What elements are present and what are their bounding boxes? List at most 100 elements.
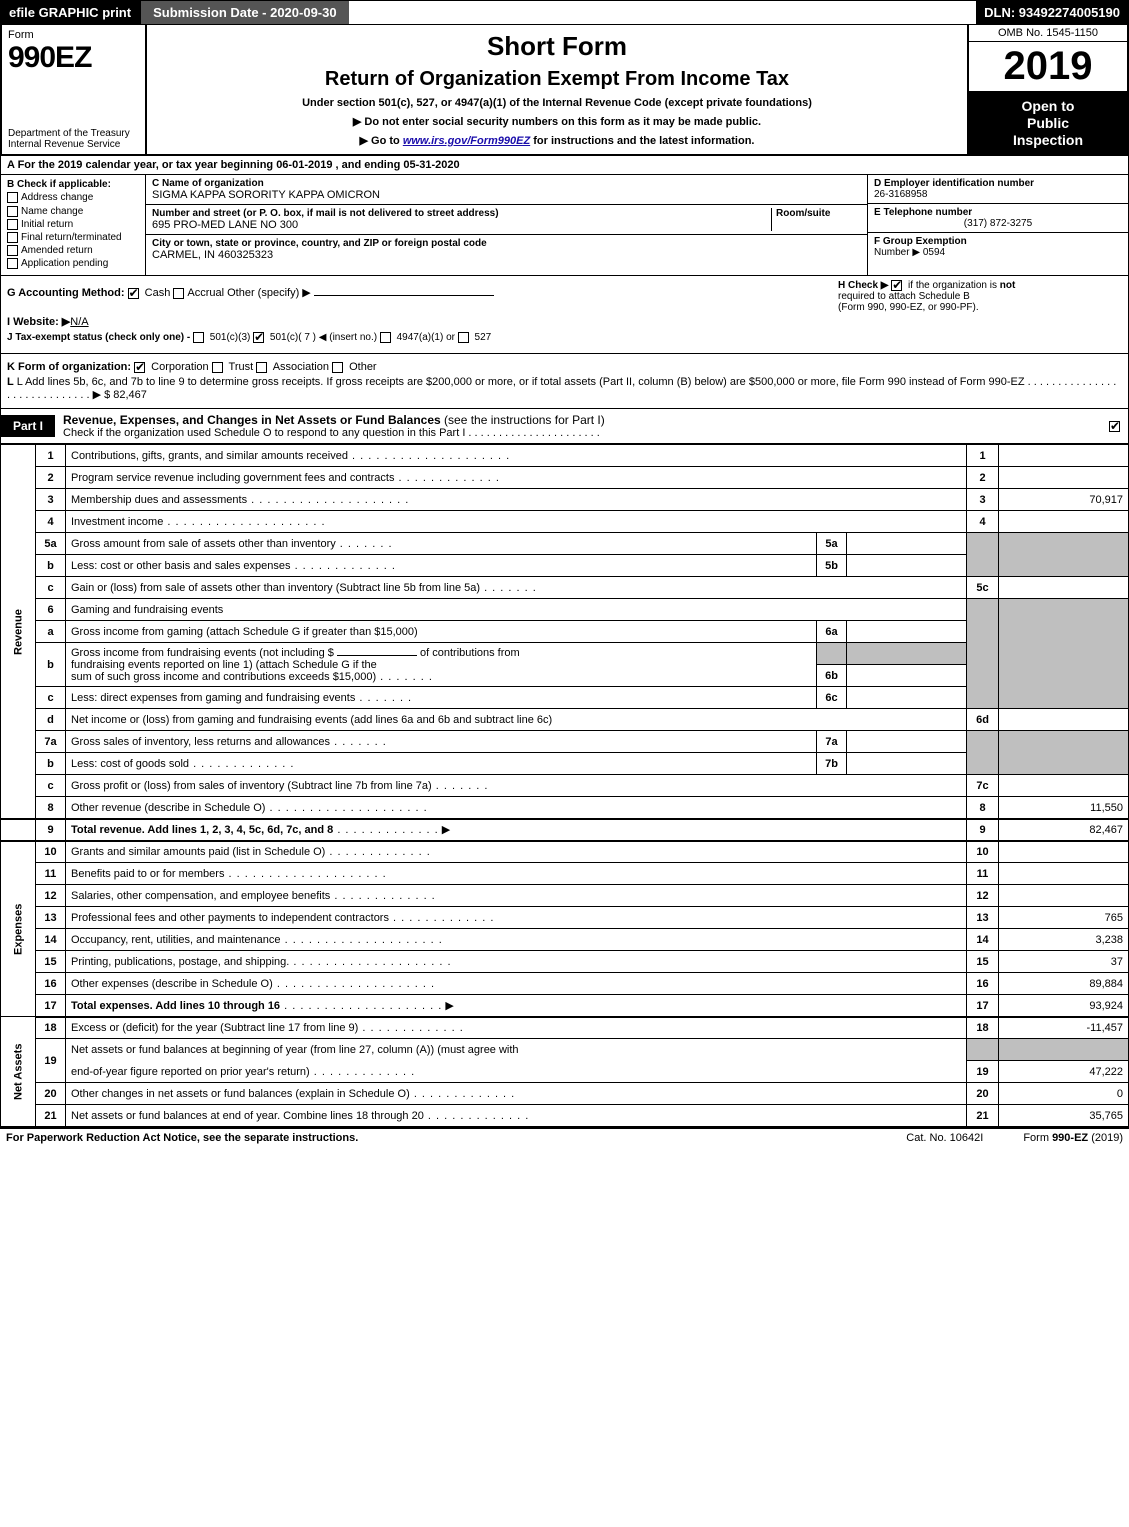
l10-box: 10	[967, 841, 999, 863]
j-501c3-chk[interactable]	[193, 332, 204, 343]
efile-prefix: efile	[9, 5, 39, 20]
l12-num: 12	[36, 885, 66, 907]
l13-box: 13	[967, 907, 999, 929]
h-not: not	[1000, 280, 1016, 291]
l6b-blank[interactable]	[337, 655, 417, 656]
j-4947-chk[interactable]	[380, 332, 391, 343]
h-text: if the organization is	[905, 280, 1000, 291]
l19-desc2: end-of-year figure reported on prior yea…	[66, 1061, 967, 1083]
row-19b: end-of-year figure reported on prior yea…	[1, 1061, 1129, 1083]
l15-box: 15	[967, 951, 999, 973]
l19-desc1: Net assets or fund balances at beginning…	[66, 1039, 967, 1061]
l15-num: 15	[36, 951, 66, 973]
ein-block: D Employer identification number 26-3168…	[868, 175, 1128, 204]
h-checkbox[interactable]	[891, 280, 902, 291]
l10-desc: Grants and similar amounts paid (list in…	[66, 841, 967, 863]
row-6a: a Gross income from gaming (attach Sched…	[1, 621, 1129, 643]
part1-tab: Part I	[1, 415, 55, 437]
l5ab-val-shade	[999, 533, 1129, 577]
footer-right-suffix: (2019)	[1088, 1132, 1123, 1144]
chk-address[interactable]: Address change	[7, 192, 139, 203]
l6b-subval-shade	[847, 643, 967, 665]
l9-num: 9	[36, 819, 66, 841]
g-label: G Accounting Method:	[7, 287, 128, 299]
l6-num: 6	[36, 599, 66, 621]
header-center: Short Form Return of Organization Exempt…	[147, 25, 967, 154]
footer-mid: Cat. No. 10642I	[906, 1132, 983, 1144]
g-accrual-chk[interactable]	[173, 288, 184, 299]
row-6d: d Net income or (loss) from gaming and f…	[1, 709, 1129, 731]
k-assoc-chk[interactable]	[256, 362, 267, 373]
short-form: Short Form	[157, 31, 957, 62]
l16-num: 16	[36, 973, 66, 995]
k-corp-chk[interactable]	[134, 362, 145, 373]
l3-val: 70,917	[999, 489, 1129, 511]
l5a-num: 5a	[36, 533, 66, 555]
l19-box: 19	[967, 1061, 999, 1083]
row-21: 21 Net assets or fund balances at end of…	[1, 1105, 1129, 1127]
chk-amended[interactable]: Amended return	[7, 245, 139, 256]
dept: Department of the Treasury	[8, 128, 139, 139]
row-kl: K Form of organization: Corporation Trus…	[0, 354, 1129, 409]
irs: Internal Revenue Service	[8, 139, 139, 150]
l19-val: 47,222	[999, 1061, 1129, 1083]
l6d-val	[999, 709, 1129, 731]
k-other-chk[interactable]	[332, 362, 343, 373]
g-other-input[interactable]	[314, 295, 494, 296]
org-name-label: C Name of organization	[152, 178, 861, 189]
l10-val	[999, 841, 1129, 863]
part1-sched-o-chk[interactable]	[1109, 421, 1120, 432]
irs-link[interactable]: www.irs.gov/Form990EZ	[403, 135, 530, 147]
return-title: Return of Organization Exempt From Incom…	[157, 68, 957, 91]
l16-val: 89,884	[999, 973, 1129, 995]
h-prefix: H Check ▶	[838, 280, 891, 291]
row-17: 17 Total expenses. Add lines 10 through …	[1, 995, 1129, 1017]
group-label: F Group Exemption	[874, 236, 1122, 247]
l4-desc: Investment income	[66, 511, 967, 533]
l19-box-shade	[967, 1039, 999, 1061]
j-527-chk[interactable]	[458, 332, 469, 343]
header-right: OMB No. 1545-1150 2019 Open to Public In…	[967, 25, 1127, 154]
phone: (317) 872-3275	[874, 218, 1122, 229]
chk-initial[interactable]: Initial return	[7, 219, 139, 230]
l4-val	[999, 511, 1129, 533]
l17-box: 17	[967, 995, 999, 1017]
row-1: Revenue 1 Contributions, gifts, grants, …	[1, 445, 1129, 467]
l17-desc: Total expenses. Add lines 10 through 16	[71, 1000, 280, 1012]
l5c-box: 5c	[967, 577, 999, 599]
l14-box: 14	[967, 929, 999, 951]
l6b-d4: sum of such gross income and contributio…	[71, 671, 433, 683]
l7b-subval	[847, 753, 967, 775]
footer-left: For Paperwork Reduction Act Notice, see …	[6, 1132, 906, 1144]
l14-val: 3,238	[999, 929, 1129, 951]
j-501c7-chk[interactable]	[253, 332, 264, 343]
chk-pending[interactable]: Application pending	[7, 258, 139, 269]
l6a-desc: Gross income from gaming (attach Schedul…	[66, 621, 817, 643]
street: 695 PRO-MED LANE NO 300	[152, 219, 771, 231]
chk-name[interactable]: Name change	[7, 206, 139, 217]
efile-print[interactable]: print	[99, 5, 132, 20]
l21-num: 21	[36, 1105, 66, 1127]
k-trust-chk[interactable]	[212, 362, 223, 373]
l7b-sub: 7b	[817, 753, 847, 775]
row-7c: c Gross profit or (loss) from sales of i…	[1, 775, 1129, 797]
chk-final[interactable]: Final return/terminated	[7, 232, 139, 243]
l21-val: 35,765	[999, 1105, 1129, 1127]
row-7b: b Less: cost of goods sold 7b	[1, 753, 1129, 775]
dln: DLN: 93492274005190	[976, 1, 1128, 24]
l5a-sub: 5a	[817, 533, 847, 555]
k-trust: Trust	[226, 361, 257, 373]
g-cash-chk[interactable]	[128, 288, 139, 299]
l6-val-shade	[999, 599, 1129, 709]
l3-desc: Membership dues and assessments	[66, 489, 967, 511]
k-label: K Form of organization:	[7, 361, 134, 373]
row-15: 15 Printing, publications, postage, and …	[1, 951, 1129, 973]
row-9: 9 Total revenue. Add lines 1, 2, 3, 4, 5…	[1, 819, 1129, 841]
l13-num: 13	[36, 907, 66, 929]
l7ab-box-shade	[967, 731, 999, 775]
row-7a: 7a Gross sales of inventory, less return…	[1, 731, 1129, 753]
form-number: 990EZ	[8, 41, 139, 75]
efile-graphic[interactable]: GRAPHIC	[39, 5, 99, 20]
col-c-org: C Name of organization SIGMA KAPPA SOROR…	[146, 175, 868, 275]
l13-val: 765	[999, 907, 1129, 929]
